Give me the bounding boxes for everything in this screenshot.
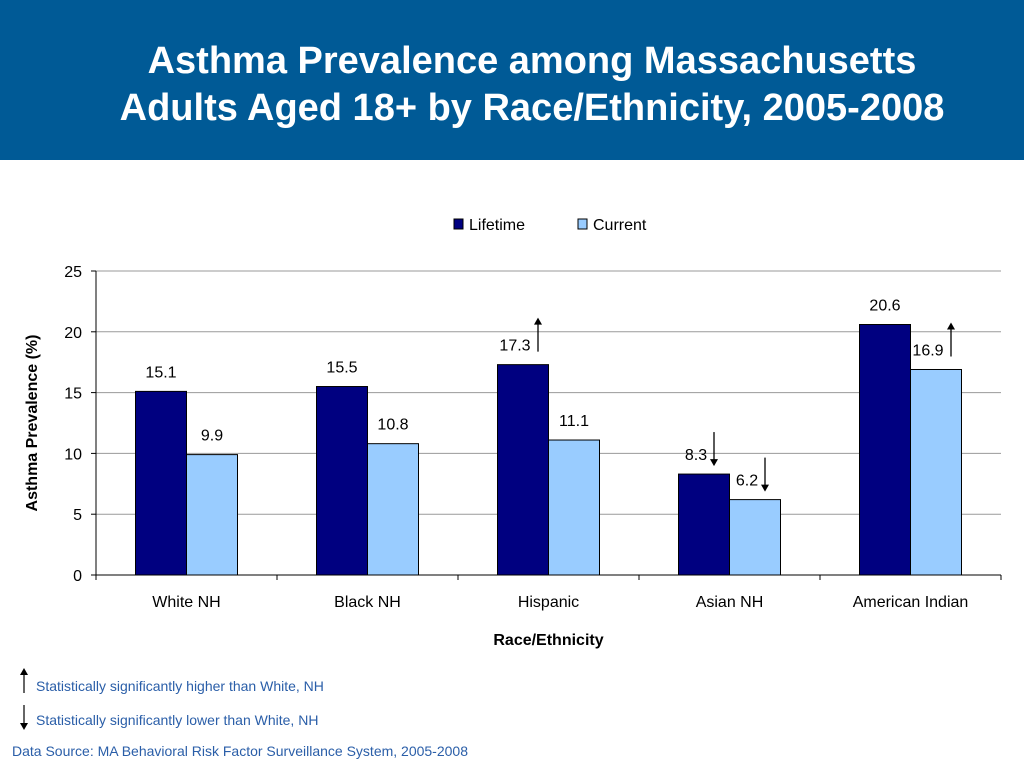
up-arrow-icon-head [534,317,542,325]
data-label: 11.1 [559,413,589,430]
x-tick-label: American Indian [853,594,969,611]
data-source: Data Source: MA Behavioral Risk Factor S… [12,743,468,759]
bar-current [548,439,600,576]
note-higher: Statistically significantly higher than … [36,678,324,694]
data-label: 9.9 [201,428,223,445]
data-label: 17.3 [499,338,530,355]
y-tick-label: 0 [73,568,82,585]
title-banner [0,0,1024,160]
title-line-2: Adults Aged 18+ by Race/Ethnicity, 2005-… [119,87,945,129]
legend-swatch-lifetime [453,218,464,230]
x-tick-label: White NH [152,594,220,611]
y-axis-title: Asthma Prevalence (%) [24,335,41,512]
x-tick-label: Hispanic [518,594,579,611]
down-arrow-icon-head [710,459,718,467]
bar-current [910,368,962,576]
x-tick-label: Asian NH [696,594,764,611]
data-label: 15.1 [145,364,176,381]
down-arrow-icon [20,705,28,730]
bar-lifetime [678,473,730,576]
data-label: 10.8 [377,417,408,434]
data-label: 16.9 [912,342,943,359]
bar-lifetime [497,364,549,576]
bar-current [729,499,781,576]
y-tick-label: 20 [64,325,82,342]
data-label: 20.6 [869,298,900,315]
up-arrow-icon-head [947,322,955,330]
legend-label-lifetime: Lifetime [469,217,525,234]
legend-swatch-current [577,218,588,230]
bar-lifetime [859,324,911,576]
title-line-1: Asthma Prevalence among Massachusetts [147,40,917,82]
page-title: Asthma Prevalence among Massachusetts Ad… [0,38,1024,132]
data-label: 15.5 [326,360,357,377]
bar-lifetime [135,390,187,576]
x-tick-label: Black NH [334,594,401,611]
data-label: 8.3 [685,447,707,464]
bar-lifetime [316,386,368,576]
y-tick-label: 5 [73,507,82,524]
y-tick-label: 10 [64,446,82,463]
x-axis-title: Race/Ethnicity [493,632,603,649]
y-tick-label: 15 [64,386,82,403]
y-tick-label: 25 [64,264,82,281]
data-label: 6.2 [736,473,758,490]
legend-label-current: Current [593,217,647,234]
bar-current [186,454,238,576]
down-arrow-icon-head [761,484,769,492]
up-arrow-icon [20,668,28,693]
note-lower: Statistically significantly lower than W… [36,712,319,728]
bar-current [367,443,419,576]
